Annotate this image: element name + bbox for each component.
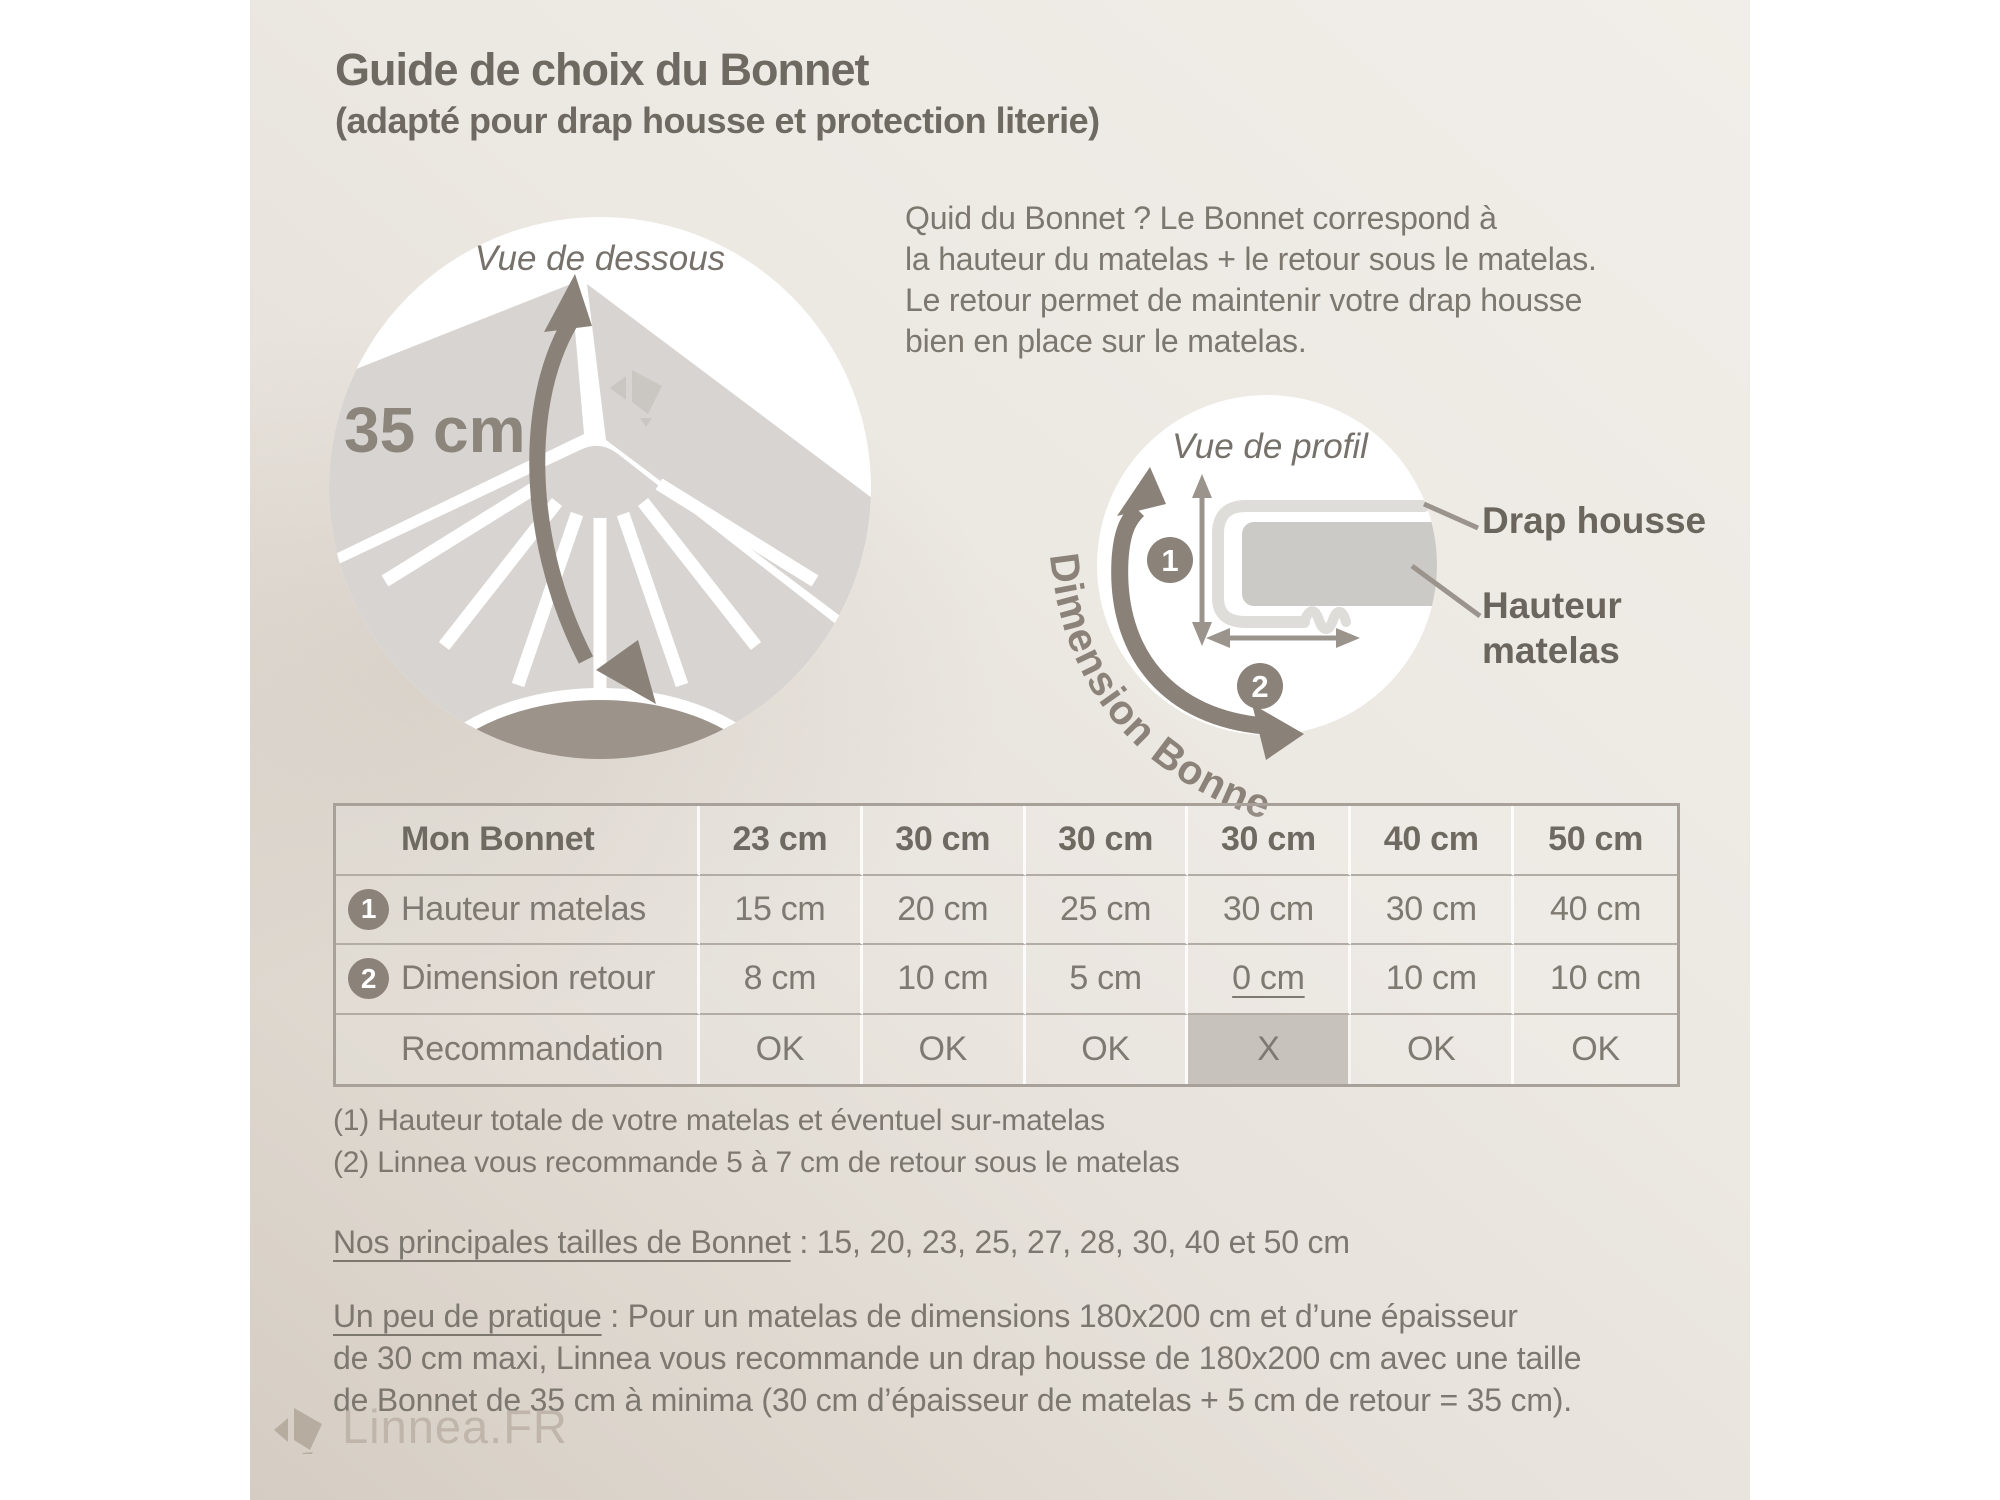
underside-view-diagram: 35 cm Vue de dessous: [329, 217, 871, 759]
profile-view-diagram: 1 2 Dimension Bonnet Vue de profil: [1020, 370, 1482, 828]
table-cell: OK: [1571, 1029, 1620, 1068]
drap-housse-outline: [1212, 500, 1430, 628]
arrowhead-up-icon: [1192, 474, 1212, 498]
table-cell: 40 cm: [1514, 876, 1677, 945]
table-cell: 0 cm: [1188, 945, 1352, 1015]
linnea-logo-icon: [274, 1408, 322, 1454]
logo-text: Linnea.FR: [342, 1399, 568, 1453]
table-cell: 10 cm: [1514, 945, 1677, 1015]
row-retour-label: 2 Dimension retour: [336, 945, 700, 1015]
mattress-profile: [1242, 522, 1437, 606]
footnote-1: (1) Hauteur totale de votre matelas et é…: [333, 1104, 1105, 1137]
intro-line: Quid du Bonnet ? Le Bonnet correspond à: [905, 200, 1497, 236]
linnea-logo: Linnea.FR: [272, 1398, 568, 1454]
intro-text: Quid du Bonnet ? Le Bonnet correspond à …: [905, 198, 1597, 362]
practice-line: Un peu de pratique : Pour un matelas de …: [333, 1298, 1518, 1334]
table-cell: 8 cm: [700, 945, 863, 1015]
practice-paragraph: Un peu de pratique : Pour un matelas de …: [333, 1295, 1582, 1421]
table-header-cell: 23 cm: [700, 806, 863, 876]
drap-housse-leader-line: [1422, 501, 1480, 531]
arrowhead-right-icon: [1336, 628, 1360, 648]
badge-1-number: 1: [1161, 543, 1178, 578]
elastic-hem-squiggle: [1299, 606, 1351, 634]
table-header-label: Mon Bonnet: [336, 806, 700, 876]
table-cell: OK: [863, 1014, 1026, 1084]
badge-1: [1147, 537, 1193, 583]
table-cell: 5 cm: [1025, 945, 1189, 1015]
table-cell: 15 cm: [700, 875, 863, 945]
row-hauteur-label: 1 Hauteur matelas: [336, 875, 700, 945]
hauteur-matelas-label: Hauteur matelas: [1482, 585, 1622, 671]
row-reco-label: Recommandation: [336, 1014, 700, 1084]
table-header-cell: 30 cm: [1188, 806, 1352, 876]
content-area: Guide de choix du Bonnet (adapté pour dr…: [250, 0, 1750, 1500]
hauteur-matelas-leader-line: [1410, 563, 1482, 619]
page-title: Guide de choix du Bonnet: [335, 44, 870, 95]
table-cell: OK: [1351, 1014, 1515, 1084]
bonnet-table: Mon Bonnet 23 cm 30 cm 30 cm 30 cm 40 cm…: [333, 803, 1680, 1087]
table-cell: 30 cm: [1351, 875, 1515, 945]
practice-line: de Bonnet de 35 cm à minima (30 cm d’épa…: [333, 1382, 1572, 1418]
table-cell: 20 cm: [862, 875, 1026, 945]
table-cell: OK: [1026, 1014, 1189, 1084]
table-cell: 10 cm: [1351, 945, 1515, 1015]
table-cell: OK: [700, 1014, 863, 1084]
badge-2-number: 2: [1251, 669, 1268, 704]
table-cell: 25 cm: [1025, 875, 1189, 945]
sizes-line: Nos principales tailles de Bonnet : 15, …: [333, 1224, 1350, 1260]
table-header-cell: 50 cm: [1514, 806, 1677, 876]
measure-value: 35 cm: [344, 394, 525, 466]
table-cell: 30 cm: [1188, 875, 1352, 945]
profile-caption: Vue de profil: [1172, 427, 1369, 466]
dimension-bonnet-arrow: [1111, 503, 1266, 735]
page-subtitle: (adapté pour drap housse et protection l…: [335, 100, 1100, 141]
arrowhead-left-icon: [1206, 628, 1230, 648]
drap-housse-label: Drap housse: [1482, 500, 1707, 541]
arrowhead-down-icon: [1192, 622, 1212, 646]
table-header-cell: 30 cm: [1025, 806, 1189, 876]
sheet-top-right-face: [587, 284, 871, 682]
intro-line: bien en place sur le matelas.: [905, 323, 1307, 359]
table-header-cell: 40 cm: [1351, 806, 1515, 876]
bonnet-measure-arrow: [529, 303, 594, 664]
arrowhead-down-icon: [596, 640, 656, 704]
badge-2: 2: [348, 958, 389, 1000]
badge-2: [1237, 663, 1283, 709]
underside-caption: Vue de dessous: [475, 239, 725, 278]
table-header-cell: 30 cm: [862, 806, 1026, 876]
arrowhead-up-icon: [544, 274, 592, 332]
footnote-2: (2) Linnea vous recommande 5 à 7 cm de r…: [333, 1146, 1180, 1179]
practice-line: de 30 cm maxi, Linnea vous recommande un…: [333, 1340, 1582, 1376]
arrowhead-right-icon: [1252, 704, 1304, 760]
badge-1: 1: [348, 888, 389, 930]
sheet-top-left-face: [329, 284, 584, 572]
arrowhead-up-icon: [1117, 467, 1166, 516]
table-cell: 10 cm: [862, 945, 1026, 1015]
linnea-mark-icon: [610, 370, 662, 427]
intro-line: la hauteur du matelas + le retour sous l…: [905, 241, 1597, 277]
sheet-gather-stripes: [381, 478, 819, 699]
intro-line: Le retour permet de maintenir votre drap…: [905, 282, 1583, 318]
table-cell-not-recommended: X: [1188, 1014, 1352, 1084]
